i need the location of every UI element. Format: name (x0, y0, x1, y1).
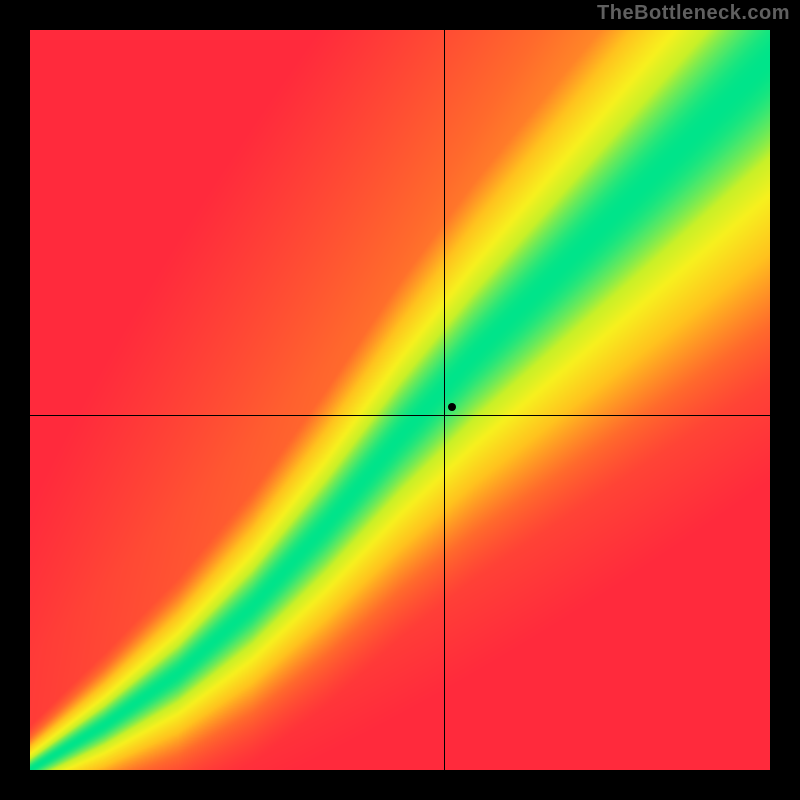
heatmap-canvas (30, 30, 770, 770)
selected-point (448, 403, 456, 411)
watermark-text: TheBottleneck.com (597, 2, 790, 25)
crosshair-horizontal (30, 415, 770, 416)
chart-container: TheBottleneck.com (0, 0, 800, 800)
plot-area (30, 30, 770, 770)
crosshair-vertical (444, 30, 445, 770)
